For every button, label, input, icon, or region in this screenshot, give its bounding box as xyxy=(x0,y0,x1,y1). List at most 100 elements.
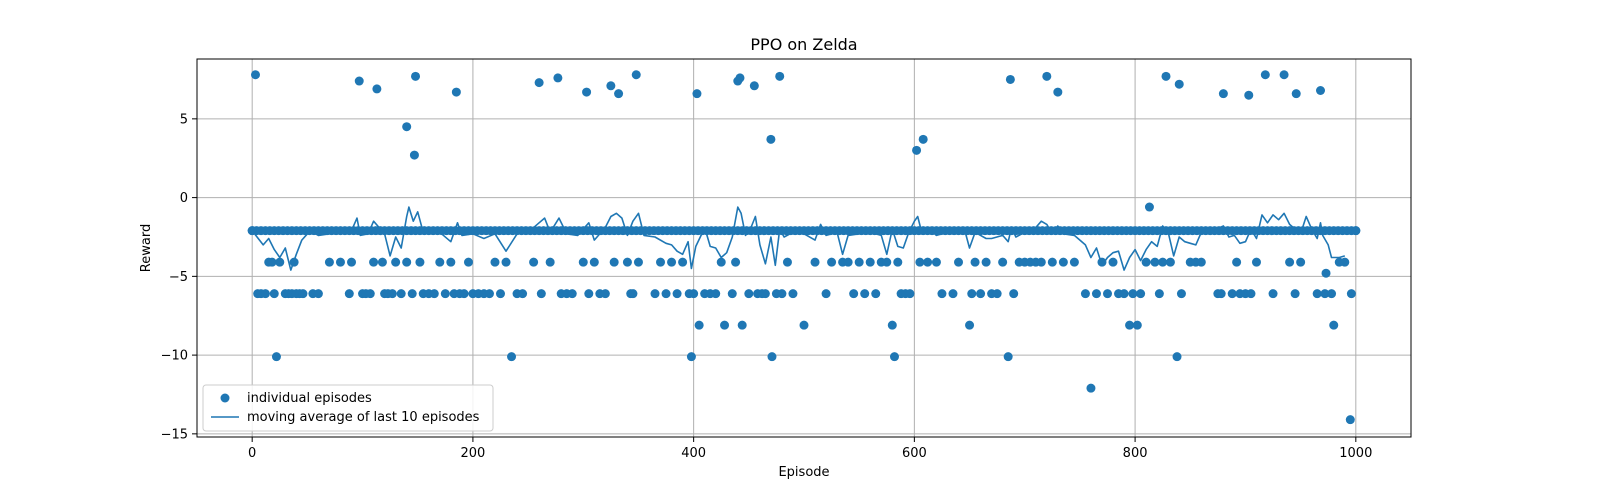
episode-point xyxy=(415,257,425,267)
episode-point xyxy=(843,257,853,267)
episode-point xyxy=(905,289,915,299)
episode-point xyxy=(1316,86,1326,95)
episode-point xyxy=(1003,352,1013,362)
episode-point xyxy=(536,289,546,299)
episode-point xyxy=(289,257,299,267)
episode-point xyxy=(689,289,699,299)
episode-point xyxy=(545,257,555,267)
episode-point xyxy=(915,257,925,267)
episode-point xyxy=(631,70,641,80)
episode-point xyxy=(1340,257,1350,267)
episode-point xyxy=(918,134,928,144)
episode-point xyxy=(1174,79,1184,89)
legend-label-moving-average: moving average of last 10 episodes xyxy=(247,410,480,425)
x-tick-label: 400 xyxy=(681,446,706,461)
episode-point xyxy=(446,257,456,267)
episode-point xyxy=(970,257,980,267)
episode-point xyxy=(1132,320,1142,330)
episode-point xyxy=(1218,89,1228,99)
y-axis-ticks: −15 −10 −5 0 5 xyxy=(161,112,197,442)
y-tick-label: −15 xyxy=(161,427,188,442)
episode-point xyxy=(692,89,702,99)
episode-point xyxy=(1158,257,1168,267)
episode-point xyxy=(372,84,382,94)
episode-point xyxy=(1321,268,1331,278)
episode-point xyxy=(534,78,544,88)
episode-point xyxy=(1296,257,1306,267)
episode-point xyxy=(1196,257,1206,267)
episode-point xyxy=(435,257,445,267)
x-tick-label: 0 xyxy=(248,446,256,461)
episode-point xyxy=(656,257,666,267)
episode-point xyxy=(578,257,588,267)
episode-point xyxy=(614,89,624,99)
episode-point xyxy=(716,257,726,267)
episode-point xyxy=(799,320,809,330)
x-tick-label: 600 xyxy=(902,446,927,461)
episode-point xyxy=(484,289,494,299)
episode-point xyxy=(267,257,277,267)
x-tick-label: 200 xyxy=(460,446,485,461)
episode-point xyxy=(402,257,412,267)
legend-label-individual-episodes: individual episodes xyxy=(247,391,372,406)
episode-point xyxy=(923,257,933,267)
episode-point xyxy=(501,257,511,267)
episode-point xyxy=(1176,289,1186,299)
episode-point xyxy=(871,289,881,299)
episode-point xyxy=(782,257,792,267)
episode-point xyxy=(889,352,899,362)
episode-point xyxy=(737,320,747,330)
episode-point xyxy=(1329,320,1339,330)
y-axis-label: Reward xyxy=(139,224,154,272)
episode-point xyxy=(354,76,364,86)
episode-point xyxy=(298,289,308,299)
episode-point xyxy=(1285,257,1295,267)
episode-point xyxy=(606,81,616,91)
episode-point xyxy=(954,257,964,267)
episode-point xyxy=(1165,257,1175,267)
episode-point xyxy=(1216,289,1226,299)
episode-point xyxy=(1097,257,1107,267)
episode-point xyxy=(250,70,260,80)
chart-title: PPO on Zelda xyxy=(750,35,857,54)
episode-point xyxy=(1290,289,1300,299)
episode-point xyxy=(490,257,500,267)
episode-scatter-series xyxy=(247,70,1361,425)
episode-point xyxy=(720,320,730,330)
episode-point xyxy=(1351,226,1361,236)
episode-point xyxy=(247,226,257,236)
y-tick-label: −5 xyxy=(169,270,188,285)
episode-point xyxy=(365,289,375,299)
episode-point xyxy=(931,257,941,267)
episode-point xyxy=(1005,74,1015,84)
episode-point xyxy=(1268,289,1278,299)
episode-point xyxy=(1154,289,1164,299)
episode-point xyxy=(1058,257,1068,267)
episode-point xyxy=(766,134,776,144)
episode-point xyxy=(777,289,787,299)
episode-point xyxy=(567,289,577,299)
episode-point xyxy=(622,257,632,267)
episode-point xyxy=(1227,289,1237,299)
episode-point xyxy=(628,289,638,299)
episode-point xyxy=(271,352,281,362)
episode-point xyxy=(396,289,406,299)
episode-point xyxy=(854,257,864,267)
episode-point xyxy=(1042,71,1052,81)
episode-point xyxy=(633,257,643,267)
episode-point xyxy=(1161,71,1171,81)
x-axis-ticks: 0 200 400 600 800 1000 xyxy=(248,437,1372,461)
episode-point xyxy=(377,257,387,267)
episode-point xyxy=(313,289,323,299)
episode-point xyxy=(727,289,737,299)
episode-point xyxy=(1047,257,1057,267)
episode-point xyxy=(347,257,357,267)
episode-point xyxy=(463,257,473,267)
x-axis-label: Episode xyxy=(778,465,829,480)
episode-point xyxy=(678,257,688,267)
episode-point xyxy=(1291,89,1301,99)
episode-point xyxy=(821,289,831,299)
episode-point xyxy=(507,352,517,362)
y-tick-label: −10 xyxy=(161,349,188,364)
episode-point xyxy=(369,257,379,267)
